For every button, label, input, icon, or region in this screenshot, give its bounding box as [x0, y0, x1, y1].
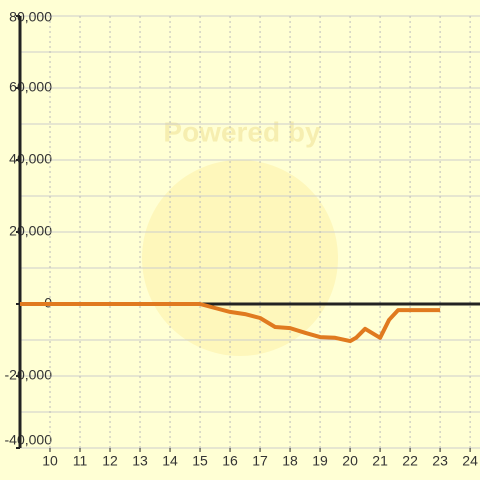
x-tick-label: 23: [432, 453, 448, 469]
x-tick-label: 21: [372, 453, 388, 469]
x-tick-label: 13: [132, 453, 148, 469]
x-tick-label: 12: [102, 453, 118, 469]
y-tick-label: -20,000: [5, 367, 53, 383]
x-tick-label: 22: [402, 453, 418, 469]
x-tick-label: 19: [312, 453, 328, 469]
watermark-logo: [142, 160, 338, 356]
x-tick-label: 16: [222, 453, 238, 469]
x-tick-label: 20: [342, 453, 358, 469]
watermark: Powered by: [163, 116, 321, 147]
y-tick-label: 60,000: [9, 79, 52, 95]
line-series: [20, 302, 441, 344]
x-tick-label: 15: [192, 453, 208, 469]
x-tick-label: 11: [73, 453, 88, 469]
y-tick-label: 20,000: [9, 223, 52, 239]
y-tick-label: 80,000: [9, 9, 52, 25]
x-tick-label: 18: [282, 453, 298, 469]
x-tick-label: 24: [462, 453, 478, 469]
x-tick-label: 10: [42, 453, 58, 469]
x-tick-label: 17: [252, 453, 268, 469]
y-tick-label: 40,000: [9, 151, 52, 167]
x-tick-label: 14: [162, 453, 178, 469]
y-tick-label: -40,000: [5, 432, 53, 448]
